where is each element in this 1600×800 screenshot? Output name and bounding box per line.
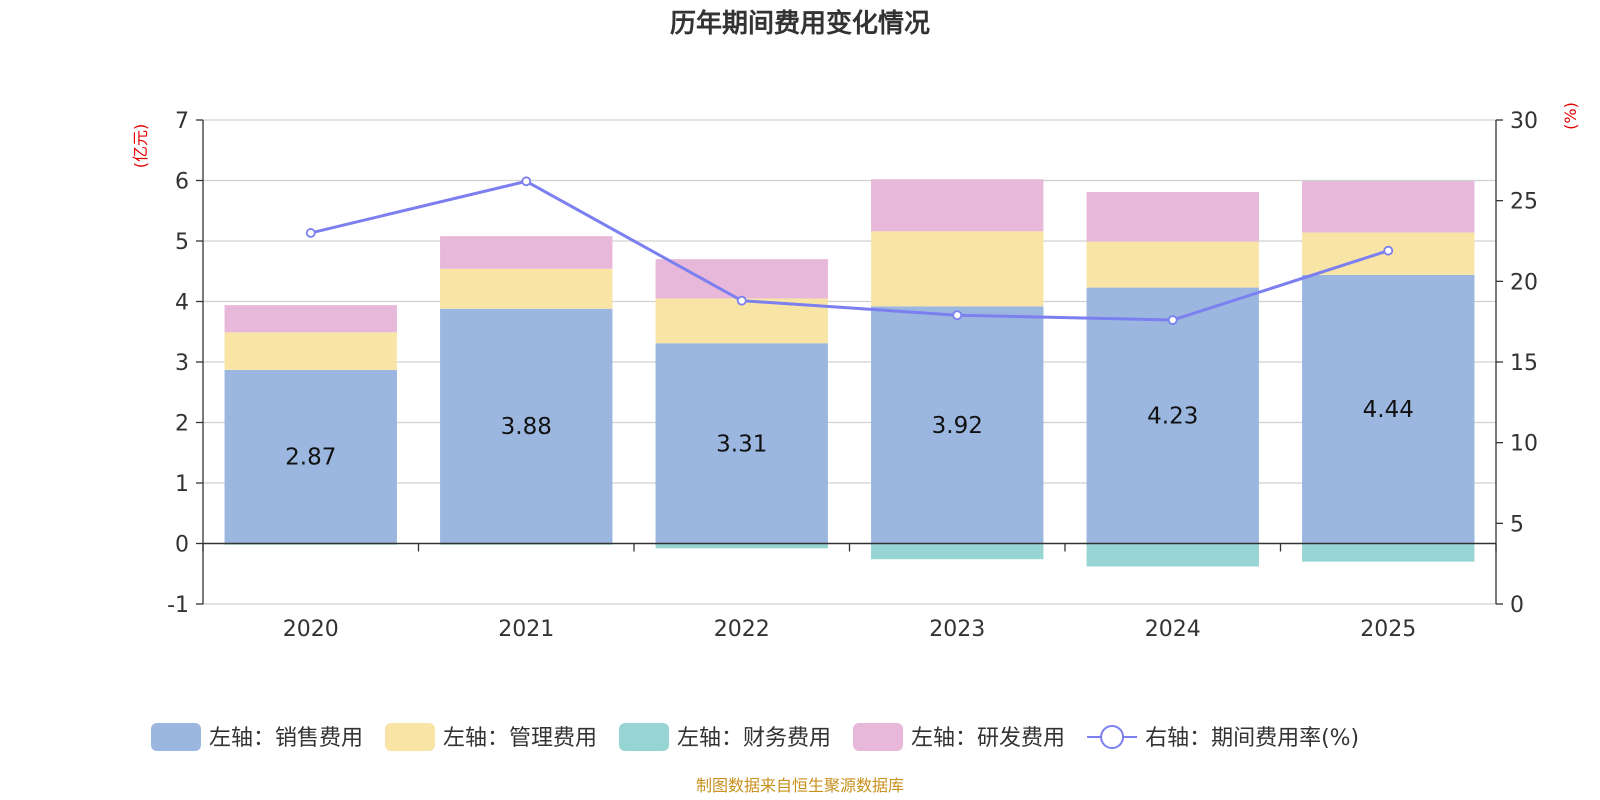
- legend-label: 左轴：销售费用: [209, 726, 363, 751]
- rate-point: [1383, 245, 1394, 256]
- bar-segment: [1302, 181, 1475, 233]
- left-tick-label: 2: [175, 412, 189, 437]
- rate-line: [305, 176, 1394, 325]
- right-tick-label: 10: [1510, 432, 1538, 457]
- bar-segment: [871, 231, 1044, 307]
- left-tick-label: -1: [167, 593, 189, 618]
- legend-swatch: [151, 723, 201, 751]
- bar-segment: [224, 332, 397, 370]
- bar-segment: [1086, 241, 1259, 288]
- bar-segment: [1086, 543, 1259, 567]
- bar-segment: [1086, 287, 1259, 544]
- bar-segment: [1302, 274, 1475, 544]
- data-label: 4.23: [1147, 404, 1198, 430]
- rate-point: [521, 176, 532, 187]
- legend-label: 右轴：期间费用率(%): [1145, 726, 1359, 751]
- bar-segment: [440, 308, 613, 544]
- left-tick-label: 7: [175, 109, 189, 134]
- bar-segment: [440, 268, 613, 309]
- rate-point: [952, 310, 963, 321]
- data-label: 4.44: [1363, 397, 1414, 423]
- legend: 左轴：销售费用 左轴：管理费用 左轴：财务费用 左轴：研发费用 右轴：期间费用率(%): [151, 723, 1359, 751]
- bar-segment: [871, 306, 1044, 544]
- category-label: 2024: [1145, 617, 1201, 642]
- category-label: 2025: [1360, 617, 1416, 642]
- legend-label: 左轴：管理费用: [443, 726, 597, 751]
- category-label: 2022: [714, 617, 770, 642]
- bar-segment: [871, 179, 1044, 232]
- left-tick-label: 5: [175, 230, 189, 255]
- data-label: 3.88: [501, 414, 552, 440]
- rate-point: [1167, 315, 1178, 325]
- left-tick-label: 1: [175, 472, 189, 497]
- bar-segment: [1302, 543, 1475, 562]
- data-label: 2.87: [285, 445, 336, 471]
- category-label: 2020: [283, 617, 339, 642]
- left-axis-unit: (亿元): [131, 124, 150, 169]
- bar-segment: [871, 543, 1044, 560]
- data-label: 3.92: [932, 413, 983, 439]
- right-tick-label: 0: [1510, 593, 1524, 618]
- chart-title: 历年期间费用变化情况: [670, 8, 930, 39]
- right-tick-label: 25: [1510, 190, 1538, 215]
- bar-segment: [655, 343, 828, 544]
- bar-segment: [655, 259, 828, 299]
- data-labels: 2.87 3.88 3.31 3.92 4.23 4.44: [285, 397, 1414, 470]
- legend-swatch: [853, 723, 904, 751]
- category-label: 2021: [498, 617, 554, 642]
- left-tick-label: 3: [175, 351, 189, 376]
- right-tick-label: 5: [1510, 512, 1524, 537]
- bar-segment: [224, 305, 397, 333]
- rate-point: [305, 228, 316, 238]
- legend-label: 左轴：研发费用: [911, 726, 1065, 751]
- legend-marker-icon: [1100, 725, 1125, 749]
- right-tick-label: 30: [1510, 109, 1538, 134]
- right-axis-unit: (%): [1561, 102, 1580, 130]
- legend-label: 左轴：财务费用: [677, 726, 831, 751]
- legend-swatch: [619, 723, 670, 751]
- rate-line-path: [310, 179, 1389, 322]
- source-note: 制图数据来自恒生聚源数据库: [696, 776, 904, 795]
- bar-segment: [1086, 191, 1259, 242]
- right-tick-label: 20: [1510, 270, 1538, 295]
- left-tick-label: 4: [175, 291, 189, 316]
- left-tick-label: 0: [175, 533, 189, 558]
- bar-segment: [655, 543, 828, 549]
- category-label: 2023: [929, 617, 985, 642]
- bar-segment: [440, 236, 613, 269]
- legend-swatch: [385, 723, 436, 751]
- grid-lines: [203, 119, 1496, 605]
- left-tick-label: 6: [175, 170, 189, 195]
- bar-segment: [224, 369, 397, 544]
- rate-point: [736, 295, 747, 306]
- data-label: 3.31: [716, 431, 767, 457]
- bars: [224, 179, 1475, 567]
- right-tick-label: 15: [1510, 351, 1538, 376]
